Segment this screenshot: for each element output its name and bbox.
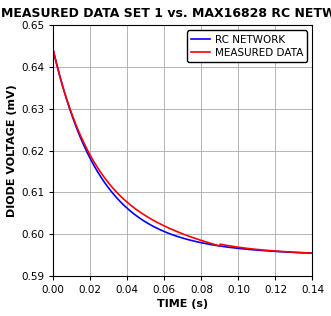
Line: MEASURED DATA: MEASURED DATA xyxy=(53,50,312,253)
Y-axis label: DIODE VOLTAGE (mV): DIODE VOLTAGE (mV) xyxy=(7,84,17,217)
RC NETWORK xyxy=(258,248,262,252)
RC NETWORK xyxy=(78,134,82,138)
RC NETWORK xyxy=(254,248,258,252)
RC NETWORK xyxy=(156,227,160,231)
RC NETWORK xyxy=(166,231,169,235)
X-axis label: TIME (s): TIME (s) xyxy=(157,299,209,309)
MEASURED DATA xyxy=(51,48,55,52)
Title: MEASURED DATA SET 1 vs. MAX16828 RC NETWORK: MEASURED DATA SET 1 vs. MAX16828 RC NETW… xyxy=(1,7,331,20)
MEASURED DATA xyxy=(310,251,314,255)
MEASURED DATA xyxy=(258,248,262,252)
MEASURED DATA xyxy=(166,226,169,229)
MEASURED DATA xyxy=(78,132,82,136)
RC NETWORK xyxy=(229,246,233,249)
Legend: RC NETWORK, MEASURED DATA: RC NETWORK, MEASURED DATA xyxy=(187,30,307,62)
MEASURED DATA xyxy=(254,247,258,251)
RC NETWORK xyxy=(51,48,55,52)
MEASURED DATA xyxy=(229,244,233,248)
MEASURED DATA xyxy=(156,221,160,225)
Line: RC NETWORK: RC NETWORK xyxy=(53,50,312,253)
RC NETWORK xyxy=(310,251,314,255)
